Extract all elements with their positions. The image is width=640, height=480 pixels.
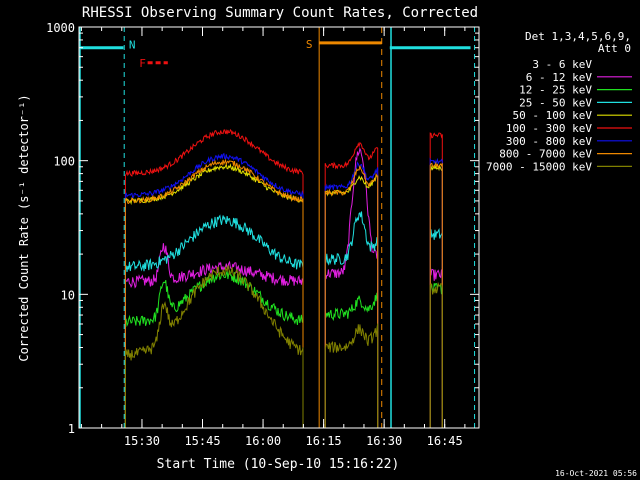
series-line-segment (124, 162, 304, 428)
annotation-f: F (139, 57, 146, 70)
x-tick-label: 15:30 (124, 434, 160, 448)
legend-header-line1: Det 1,3,4,5,6,9, (525, 30, 631, 43)
legend-header-line2: Att 0 (598, 42, 631, 55)
y-tick-label: 1 (68, 422, 75, 436)
legend-label: 25 - 50 keV (519, 96, 592, 109)
legend-label: 6 - 12 keV (526, 71, 593, 84)
annotation-n: N (129, 39, 136, 52)
legend-label: 100 - 300 keV (506, 122, 592, 135)
series-line-segment (124, 128, 304, 428)
y-tick-label: 10 (61, 288, 75, 302)
series-line-segment (429, 132, 443, 428)
series-line-segment (324, 142, 379, 428)
series-2 (124, 147, 443, 428)
series-6 (124, 128, 443, 428)
series-8 (124, 158, 443, 428)
series-line-segment (124, 260, 304, 428)
series-line-segment (429, 268, 443, 428)
x-tick-label: 16:00 (245, 434, 281, 448)
x-tick-label: 16:30 (366, 434, 402, 448)
marker-layer: NF S (79, 27, 476, 428)
series-9 (124, 264, 443, 428)
series-line-segment (124, 264, 304, 428)
series-line-segment (324, 161, 379, 428)
y-tick-label: 100 (53, 155, 75, 169)
series-line-segment (429, 227, 443, 428)
series-line-segment (324, 292, 379, 428)
axes-layer: 1 10 100 1000 15:30 15:45 16:00 16:15 16:30 16:45 (46, 21, 479, 448)
x-tick-label: 15:45 (184, 434, 220, 448)
legend-label: 300 - 800 keV (506, 135, 592, 148)
series-line-segment (124, 214, 304, 428)
x-tick-label: 16:45 (427, 434, 463, 448)
chart-title: RHESSI Observing Summary Count Rates, Co… (82, 5, 478, 21)
legend-label: 7000 - 15000 keV (486, 160, 592, 173)
y-axis-label: Corrected Count Rate (s⁻¹ detector⁻¹) (17, 94, 31, 361)
series-line-segment (429, 164, 443, 428)
series-line-segment (124, 158, 304, 428)
series-line-segment (324, 211, 379, 428)
legend-label: 50 - 100 keV (513, 109, 593, 122)
series-line-segment (124, 243, 304, 428)
x-tick-label: 16:15 (306, 434, 342, 448)
series-line-segment (429, 161, 443, 428)
annotation-s: S (306, 38, 313, 51)
series-line-segment (429, 313, 443, 428)
series-line-segment (324, 193, 379, 428)
plot-frame (78, 26, 480, 429)
legend-label: 3 - 6 keV (532, 58, 592, 71)
legend-label: 800 - 7000 keV (499, 148, 592, 161)
series-4 (124, 211, 443, 428)
series-line-segment (324, 147, 379, 428)
series-layer (124, 128, 443, 428)
series-line-segment (124, 270, 304, 428)
series-line-segment (124, 152, 304, 428)
series-1 (124, 193, 443, 428)
series-line-segment (324, 323, 379, 428)
legend-label: 12 - 25 keV (519, 84, 592, 97)
series-line-segment (324, 165, 379, 428)
y-tick-label: 1000 (46, 21, 75, 35)
footer-timestamp: 16-Oct-2021 05:56 (555, 469, 637, 478)
x-axis-label: Start Time (10-Sep-10 15:16:22) (157, 457, 400, 472)
series-line-segment (429, 281, 443, 428)
